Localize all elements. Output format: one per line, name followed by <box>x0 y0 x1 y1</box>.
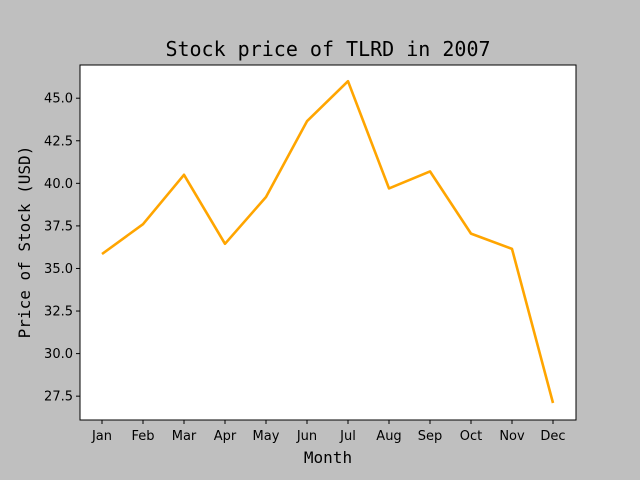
y-tick-label: 30.0 <box>44 347 73 362</box>
y-tick-label: 32.5 <box>44 305 73 320</box>
y-axis-label: Price of Stock (USD) <box>15 146 34 339</box>
x-axis-label: Month <box>304 448 352 467</box>
x-tick-label: Aug <box>376 429 401 444</box>
y-tick-label: 35.0 <box>44 262 73 277</box>
y-tick-label: 37.5 <box>44 219 73 234</box>
x-axis: Jan Feb Mar Apr May Jun Jul Aug Sep Oct Nov Dec <box>91 420 566 444</box>
series-line <box>101 79 555 404</box>
x-tick-label: Dec <box>540 429 565 444</box>
y-tick-label: 40.0 <box>44 177 73 192</box>
y-axis: 27.5 30.0 32.5 35.0 37.5 40.0 42.5 45.0 <box>44 92 80 405</box>
x-tick-label: Feb <box>131 429 154 444</box>
chart-title: Stock price of TLRD in 2007 <box>165 37 490 61</box>
y-tick-label: 27.5 <box>44 390 73 405</box>
y-tick-label: 42.5 <box>44 134 73 149</box>
x-tick-label: Jan <box>91 429 112 444</box>
y-tick-label: 45.0 <box>44 92 73 107</box>
x-tick-label: Mar <box>172 429 197 444</box>
x-tick-label: May <box>253 429 280 444</box>
plot-frame <box>79 64 577 421</box>
series-layer <box>101 79 555 404</box>
x-tick-label: Apr <box>214 429 237 444</box>
x-tick-label: Jul <box>339 429 356 444</box>
x-tick-label: Nov <box>499 429 525 444</box>
x-tick-label: Sep <box>418 429 443 444</box>
x-tick-label: Oct <box>460 429 482 444</box>
plot-area <box>80 65 576 420</box>
x-tick-label: Jun <box>296 429 317 444</box>
